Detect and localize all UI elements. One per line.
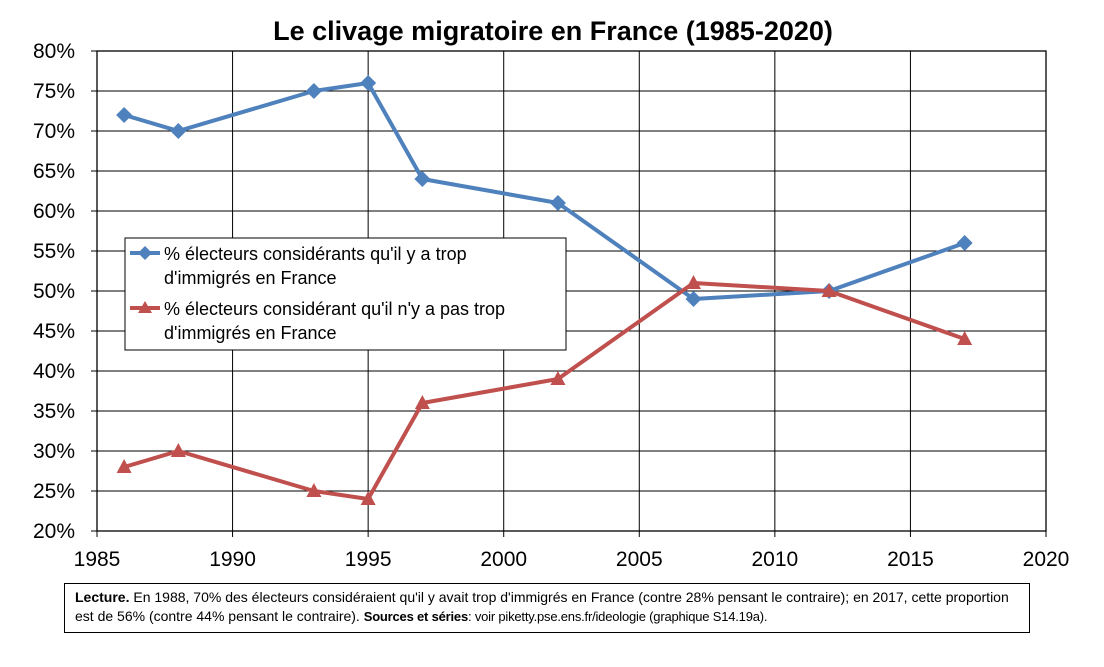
series-2: [116, 275, 973, 505]
y-tick-label: 80%: [33, 40, 75, 63]
data-point-diamond: [305, 83, 322, 99]
legend-label: d'immigrés en France: [164, 268, 337, 288]
y-tick-label: 30%: [33, 440, 75, 463]
chart-title: Le clivage migratoire en France (1985-20…: [273, 16, 833, 46]
x-tick-label: 1995: [345, 548, 392, 571]
axes: 20% 25% 30% 35% 40% 45% 50% 55% 60% 65% 70% 75% 80% 1…: [33, 40, 1069, 571]
y-tick-label: 45%: [33, 320, 75, 343]
y-tick-label: 70%: [33, 120, 75, 143]
y-tick-label: 20%: [33, 520, 75, 543]
data-point-diamond: [116, 107, 133, 123]
data-point-triangle: [686, 275, 702, 289]
data-point-diamond: [956, 235, 973, 251]
data-point-triangle: [116, 459, 132, 473]
x-tick-label: 2010: [751, 548, 798, 571]
x-tick-label: 1990: [209, 548, 256, 571]
data-point-triangle: [414, 395, 430, 409]
data-point-triangle: [170, 443, 186, 457]
series-layer: [116, 75, 973, 505]
y-tick-label: 50%: [33, 280, 75, 303]
legend-label: % électeurs considérants qu'il y a trop: [164, 244, 467, 264]
legend: % électeurs considérants qu'il y a trop d…: [124, 237, 567, 351]
legend-marker-diamond: [138, 246, 152, 260]
data-point-triangle: [306, 483, 322, 497]
sources-label: Sources et séries: [363, 609, 468, 624]
data-point-triangle: [821, 283, 837, 297]
sources-text: : voir piketty.pse.ens.fr/ideologie (gra…: [468, 609, 768, 624]
data-point-triangle: [360, 491, 376, 505]
data-point-triangle: [550, 371, 566, 385]
y-tick-label: 40%: [33, 360, 75, 383]
x-tick-label: 2000: [480, 548, 527, 571]
y-tick-label: 60%: [33, 200, 75, 223]
data-point-diamond: [685, 291, 702, 307]
x-tick-label: 2015: [887, 548, 934, 571]
data-point-diamond: [549, 195, 566, 211]
x-tick-label: 2005: [616, 548, 663, 571]
data-point-diamond: [414, 171, 431, 187]
legend-marker-triangle: [138, 301, 152, 313]
reading-note: Lecture. En 1988, 70% des électeurs cons…: [64, 583, 1030, 633]
note-text: En 1988, 70% des électeurs considéraient…: [75, 589, 1009, 624]
y-tick-label: 75%: [33, 80, 75, 103]
legend-label: d'immigrés en France: [164, 323, 337, 343]
x-tick-label: 1985: [74, 548, 121, 571]
data-point-diamond: [360, 75, 377, 91]
x-tick-label: 2020: [1023, 548, 1070, 571]
data-point-triangle: [957, 331, 973, 345]
data-point-diamond: [170, 123, 187, 139]
y-tick-label: 55%: [33, 240, 75, 263]
series-1: [116, 75, 973, 307]
y-tick-label: 25%: [33, 480, 75, 503]
legend-box: [124, 237, 567, 351]
plot-frame: [96, 50, 1047, 532]
y-tick-label: 65%: [33, 160, 75, 183]
y-tick-label: 35%: [33, 400, 75, 423]
legend-label: % électeurs considérant qu'il n'y a pas …: [164, 299, 505, 319]
note-label: Lecture.: [75, 589, 130, 605]
